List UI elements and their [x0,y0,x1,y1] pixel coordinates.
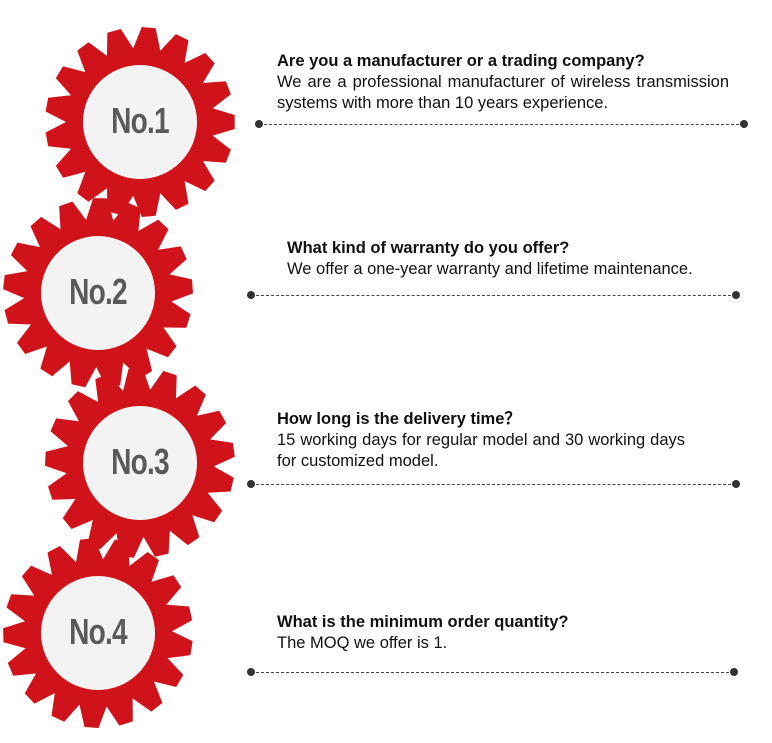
question: How long is the delivery time？ [277,410,521,428]
answer: 15 working days for regular model and 30… [277,431,685,470]
gear-label-3: No.3 [111,441,170,482]
divider [247,668,738,676]
divider [247,291,740,299]
faq-item-1: Are you a manufacturer or a trading comp… [277,51,729,114]
answer: We offer a one-year warranty and lifetim… [287,260,693,278]
gear-center-1 [83,65,197,179]
gear-label-2: No.2 [69,271,128,312]
gear-center-4 [41,576,155,690]
question: Are you a manufacturer or a trading comp… [277,52,645,70]
gear-label-4: No.4 [69,611,128,652]
gear-center-3 [83,406,197,520]
divider [255,120,748,128]
faq-item-3: How long is the delivery time？ 15 workin… [277,409,685,472]
answer: We are a professional manufacturer of wi… [277,73,729,112]
question: What kind of warranty do you offer? [287,239,570,257]
gear-label-1: No.1 [111,100,170,141]
answer: The MOQ we offer is 1. [277,634,448,652]
question: What is the minimum order quantity? [277,613,569,631]
divider [247,480,740,488]
gear-center-2 [41,236,155,350]
faq-item-2: What kind of warranty do you offer? We o… [287,238,737,280]
faq-item-4: What is the minimum order quantity? The … [277,612,727,654]
